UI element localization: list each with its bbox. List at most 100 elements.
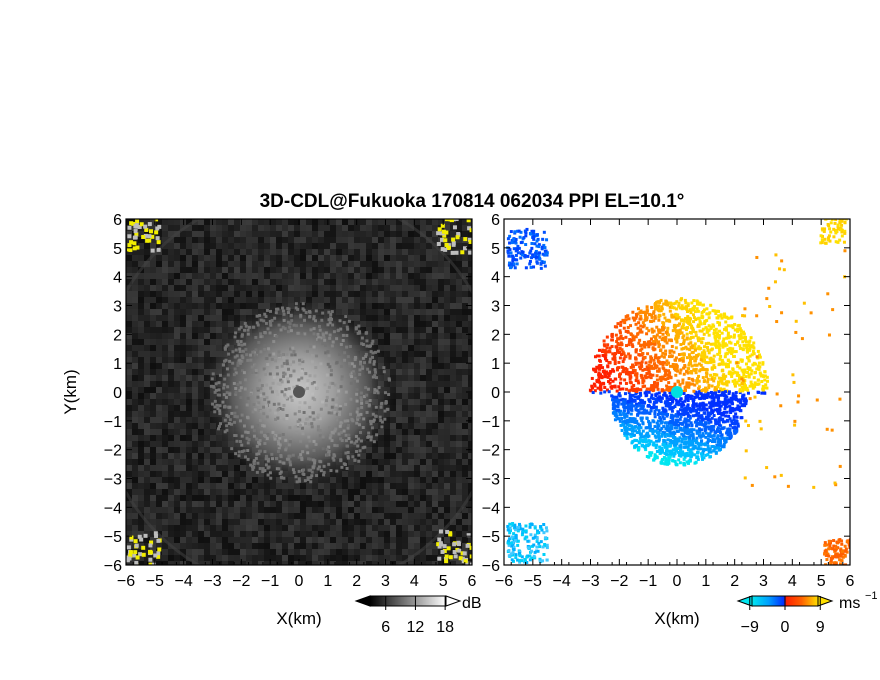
velocity-pixel [688,358,692,362]
noise-cell [396,243,402,249]
noise-cell [174,507,180,513]
noise-cell [204,291,210,297]
noise-cell [204,339,210,345]
noise-cell [444,291,450,297]
echo-speckle [357,453,361,457]
noise-cell [456,429,462,435]
noise-cell [378,321,384,327]
noise-cell [378,285,384,291]
noise-cell [150,369,156,375]
noise-cell [264,549,270,555]
noise-cell [438,453,444,459]
noise-cell [378,525,384,531]
echo-speckle [236,363,240,367]
echo-speckle [350,417,354,421]
noise-cell [360,285,366,291]
velocity-pixel [644,316,648,320]
echo-speckle [273,316,277,320]
noise-cell [252,543,258,549]
noise-cell [420,375,426,381]
noise-cell [414,477,420,483]
noise-cell [216,261,222,267]
noise-cell [378,243,384,249]
echo-speckle [263,312,267,316]
noise-cell [138,393,144,399]
echo-speckle [218,373,222,377]
noise-cell [168,249,174,255]
noise-cell [270,273,276,279]
noise-cell [468,333,472,339]
noise-cell [282,519,288,525]
noise-cell [132,459,138,465]
echo-speckle [309,480,313,484]
noise-cell [444,225,450,231]
noise-cell [444,387,450,393]
noise-cell [156,483,162,489]
echo-speckle [284,387,288,391]
noise-cell [168,501,174,507]
noise-cell [246,549,252,555]
noise-cell [222,561,228,565]
noise-cell [426,465,432,471]
noise-cell [450,357,456,363]
echo-speckle [230,411,234,415]
noise-cell [174,447,180,453]
echo-speckle [311,411,315,415]
noise-cell [192,459,198,465]
noise-cell [150,225,156,231]
clutter-pixel [143,224,148,229]
noise-cell [258,519,264,525]
noise-cell [246,303,252,309]
noise-cell [228,483,234,489]
noise-cell [180,339,186,345]
noise-cell [192,309,198,315]
echo-speckle [238,358,242,362]
noise-cell [396,273,402,279]
noise-cell [144,501,150,507]
y-tick-label: 4 [113,270,122,287]
noise-cell [204,537,210,543]
noise-cell [414,381,420,387]
velocity-pixel [636,332,640,336]
echo-speckle [226,405,230,409]
echo-speckle [313,461,317,465]
noise-cell [396,315,402,321]
noise-cell [414,417,420,423]
echo-speckle [351,370,355,374]
noise-cell [366,273,372,279]
echo-speckle [268,408,272,412]
noise-cell [168,339,174,345]
noise-cell [312,291,318,297]
noise-cell [258,237,264,243]
noise-cell [366,531,372,537]
noise-cell [342,267,348,273]
noise-cell [396,267,402,273]
noise-cell [222,489,228,495]
echo-speckle [209,384,213,388]
noise-cell [408,465,414,471]
noise-cell [264,501,270,507]
velocity-pixel [674,398,678,402]
noise-cell [432,519,438,525]
noise-cell [222,453,228,459]
noise-cell [246,507,252,513]
echo-speckle [256,371,260,375]
echo-speckle [274,359,278,363]
noise-cell [348,249,354,255]
noise-cell [372,285,378,291]
noise-cell [396,471,402,477]
noise-cell [294,279,300,285]
noise-cell [216,315,222,321]
noise-cell [132,435,138,441]
noise-cell [402,303,408,309]
noise-cell [360,243,366,249]
noise-cell [246,261,252,267]
echo-speckle [284,448,288,452]
noise-cell [222,549,228,555]
noise-cell [126,417,132,423]
noise-cell [312,267,318,273]
noise-cell [444,309,450,315]
noise-cell [246,273,252,279]
clutter-pixel [128,550,133,555]
velocity-pixel [665,447,669,451]
